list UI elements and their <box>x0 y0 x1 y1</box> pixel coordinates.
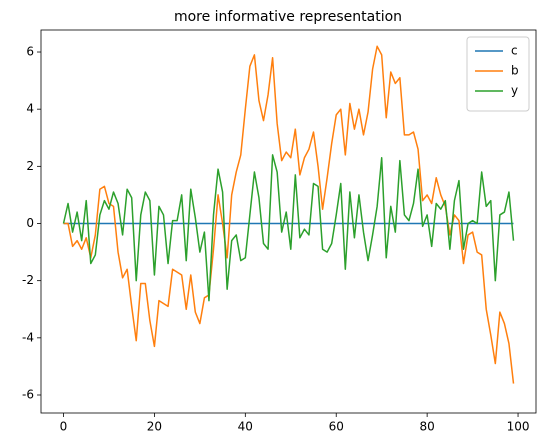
y-tick-label: -2 <box>22 273 34 287</box>
y-tick-label: 0 <box>26 216 34 230</box>
legend-box <box>466 36 530 112</box>
x-tick-label: 20 <box>147 420 162 433</box>
y-tick-label: -6 <box>22 387 34 401</box>
x-tick-label: 100 <box>507 420 530 433</box>
x-tick-label: 0 <box>60 420 68 433</box>
y-tick-label: -4 <box>22 330 34 344</box>
axes-frame <box>40 29 537 414</box>
x-tick-label: 40 <box>238 420 253 433</box>
legend-label: b <box>511 64 519 78</box>
legend-label: y <box>511 84 518 98</box>
x-tick-label: 80 <box>419 420 434 433</box>
series-line <box>63 45 515 384</box>
legend-label: c <box>511 44 518 58</box>
y-tick-label: 2 <box>26 159 34 173</box>
x-tick-label: 60 <box>329 420 344 433</box>
series-line <box>62 154 515 302</box>
y-tick-label: 4 <box>26 102 34 116</box>
y-tick-label: 6 <box>26 45 34 59</box>
chart-title: more informative representation <box>174 9 402 25</box>
